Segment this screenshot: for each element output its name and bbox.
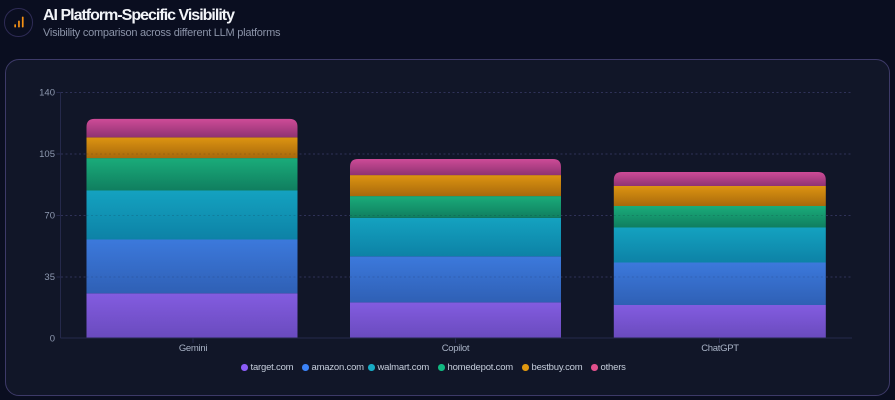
svg-text:35: 35 xyxy=(44,272,55,283)
svg-text:ChatGPT: ChatGPT xyxy=(701,343,739,354)
svg-text:105: 105 xyxy=(39,149,55,160)
svg-text:Gemini: Gemini xyxy=(179,343,207,354)
svg-text:140: 140 xyxy=(39,88,55,99)
svg-text:70: 70 xyxy=(44,211,55,222)
svg-text:Copilot: Copilot xyxy=(442,343,470,354)
svg-text:0: 0 xyxy=(50,334,55,345)
